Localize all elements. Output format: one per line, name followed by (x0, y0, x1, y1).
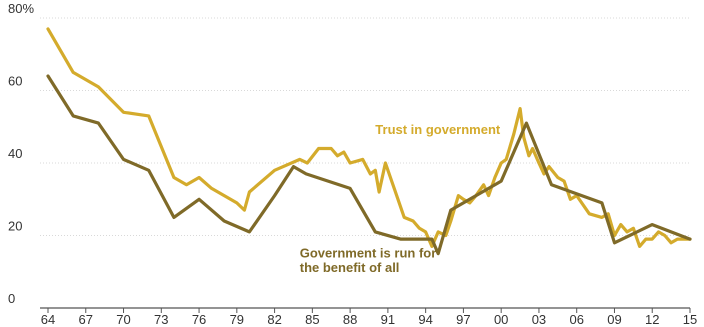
x-tick-label: 76 (192, 312, 206, 327)
series-line-run-for-benefit-of-all (46, 74, 692, 256)
x-tick-label: 00 (494, 312, 508, 327)
annotation-layer: Trust in government Government is run for… (300, 122, 501, 275)
x-tick-label: 15 (683, 312, 697, 327)
x-tick-label: 06 (569, 312, 583, 327)
x-tick-label: 82 (267, 312, 281, 327)
x-tick-label: 12 (645, 312, 659, 327)
series-annotation: the benefit of all (300, 260, 400, 275)
x-tick-label: 03 (532, 312, 546, 327)
x-tick-label: 79 (230, 312, 244, 327)
y-tick-label: 20 (8, 219, 22, 234)
y-tick-label: 0 (8, 291, 15, 306)
series-line-trust-in-government (46, 27, 692, 248)
x-tick-label: 64 (41, 312, 55, 327)
x-tick-label: 85 (305, 312, 319, 327)
x-tick-label: 88 (343, 312, 357, 327)
y-tick-label: 40 (8, 146, 22, 161)
x-tick-label: 67 (79, 312, 93, 327)
x-tick-label: 70 (116, 312, 130, 327)
series-annotation: Trust in government (375, 122, 501, 137)
x-tick-label: 91 (381, 312, 395, 327)
x-tick-label: 97 (456, 312, 470, 327)
axes: 0 20 40 60 80% 64 67 70 73 76 79 82 85 88 91 94 97 00 03 06… (8, 1, 697, 327)
y-tick-label: 60 (8, 74, 22, 89)
x-tick-label: 73 (154, 312, 168, 327)
x-tick-label: 94 (418, 312, 432, 327)
y-tick-label: 80% (8, 1, 34, 16)
x-tick-label: 09 (607, 312, 621, 327)
series-layer (46, 27, 692, 256)
grid (40, 17, 690, 236)
series-annotation: Government is run for (300, 245, 437, 260)
